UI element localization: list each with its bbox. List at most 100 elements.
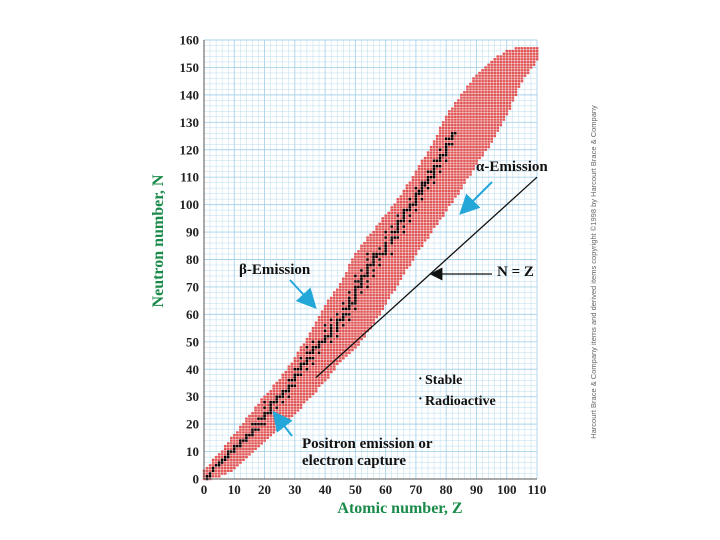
radioactive-point <box>263 420 266 423</box>
radioactive-point <box>429 203 433 206</box>
radioactive-point <box>326 354 330 357</box>
stable-point <box>402 217 405 220</box>
radioactive-point <box>472 129 475 132</box>
radioactive-point <box>451 184 454 187</box>
y-tick-label: 100 <box>180 197 200 212</box>
radioactive-point <box>432 206 436 209</box>
radioactive-point <box>484 132 487 135</box>
radioactive-point <box>336 299 339 302</box>
radioactive-point <box>375 266 378 269</box>
radioactive-point <box>417 230 421 234</box>
radioactive-point <box>511 69 515 72</box>
radioactive-point <box>523 47 527 50</box>
radioactive-point <box>457 178 460 182</box>
radioactive-point <box>366 316 369 319</box>
radioactive-point <box>505 55 509 58</box>
radioactive-point <box>326 362 330 365</box>
radioactive-point <box>339 346 342 349</box>
radioactive-point <box>320 313 324 316</box>
radioactive-point <box>357 277 360 280</box>
radioactive-point <box>357 272 360 275</box>
radioactive-point <box>317 381 321 385</box>
radioactive-point <box>363 250 366 253</box>
radioactive-point <box>502 85 506 88</box>
stable-point <box>245 439 248 442</box>
radioactive-point <box>320 324 324 327</box>
radioactive-point <box>454 115 457 119</box>
radioactive-point <box>526 47 530 50</box>
radioactive-point <box>460 167 463 171</box>
radioactive-point <box>293 359 297 363</box>
stable-point <box>432 175 436 179</box>
radioactive-point <box>466 156 469 160</box>
radioactive-point <box>448 173 451 176</box>
radioactive-point <box>438 181 442 184</box>
stable-point <box>381 252 384 256</box>
radioactive-point <box>332 354 336 357</box>
stable-point <box>414 208 418 212</box>
radioactive-point <box>429 184 433 187</box>
radioactive-point <box>393 233 397 237</box>
radioactive-point <box>420 167 424 171</box>
radioactive-point <box>493 107 497 110</box>
radioactive-point <box>487 85 490 88</box>
radioactive-point <box>305 365 309 368</box>
radioactive-point <box>454 178 457 182</box>
radioactive-point <box>457 187 460 190</box>
radioactive-point <box>384 272 388 275</box>
radioactive-point <box>417 181 421 184</box>
radioactive-point <box>260 403 263 407</box>
radioactive-point <box>487 82 490 86</box>
radioactive-point <box>393 280 397 283</box>
radioactive-point <box>339 326 342 330</box>
stable-point <box>278 395 281 398</box>
radioactive-point <box>320 354 324 357</box>
radioactive-point <box>293 403 297 407</box>
radioactive-point <box>363 310 366 313</box>
radioactive-point <box>396 255 400 258</box>
radioactive-point <box>381 228 385 231</box>
radioactive-point <box>339 313 342 316</box>
radioactive-point <box>435 195 439 198</box>
radioactive-point <box>444 173 448 176</box>
radioactive-point <box>317 368 321 371</box>
radioactive-point <box>426 214 430 217</box>
stable-point <box>354 293 357 297</box>
radioactive-point <box>466 140 469 143</box>
radioactive-point <box>478 148 481 151</box>
radioactive-point <box>475 88 478 91</box>
radioactive-point <box>441 151 445 154</box>
radioactive-point <box>514 49 518 53</box>
radioactive-point <box>411 178 415 182</box>
radioactive-point <box>469 123 472 127</box>
radioactive-point <box>236 461 239 464</box>
radioactive-point <box>502 66 506 69</box>
radioactive-point <box>326 302 330 305</box>
radioactive-point <box>236 450 239 453</box>
stable-point <box>438 156 442 160</box>
radioactive-point <box>408 258 412 261</box>
radioactive-point <box>472 88 475 91</box>
radioactive-point <box>275 390 279 393</box>
stable-point <box>266 411 269 415</box>
radioactive-point <box>487 104 490 108</box>
radioactive-point <box>375 310 378 313</box>
radioactive-point <box>351 332 354 335</box>
radioactive-point <box>351 329 354 333</box>
radioactive-point <box>317 365 321 368</box>
radioactive-point <box>432 225 436 228</box>
radioactive-point <box>272 403 276 407</box>
radioactive-point <box>269 392 272 396</box>
stable-point <box>263 417 266 420</box>
radioactive-point <box>384 217 388 220</box>
radioactive-point <box>230 464 233 467</box>
radioactive-point <box>505 80 509 83</box>
stable-point <box>345 307 348 311</box>
radioactive-point <box>260 428 263 431</box>
stable-point <box>390 252 393 256</box>
radioactive-point <box>396 272 400 275</box>
radioactive-point <box>326 351 330 354</box>
radioactive-point <box>405 239 409 242</box>
radioactive-point <box>499 63 503 66</box>
stable-point <box>432 170 436 173</box>
